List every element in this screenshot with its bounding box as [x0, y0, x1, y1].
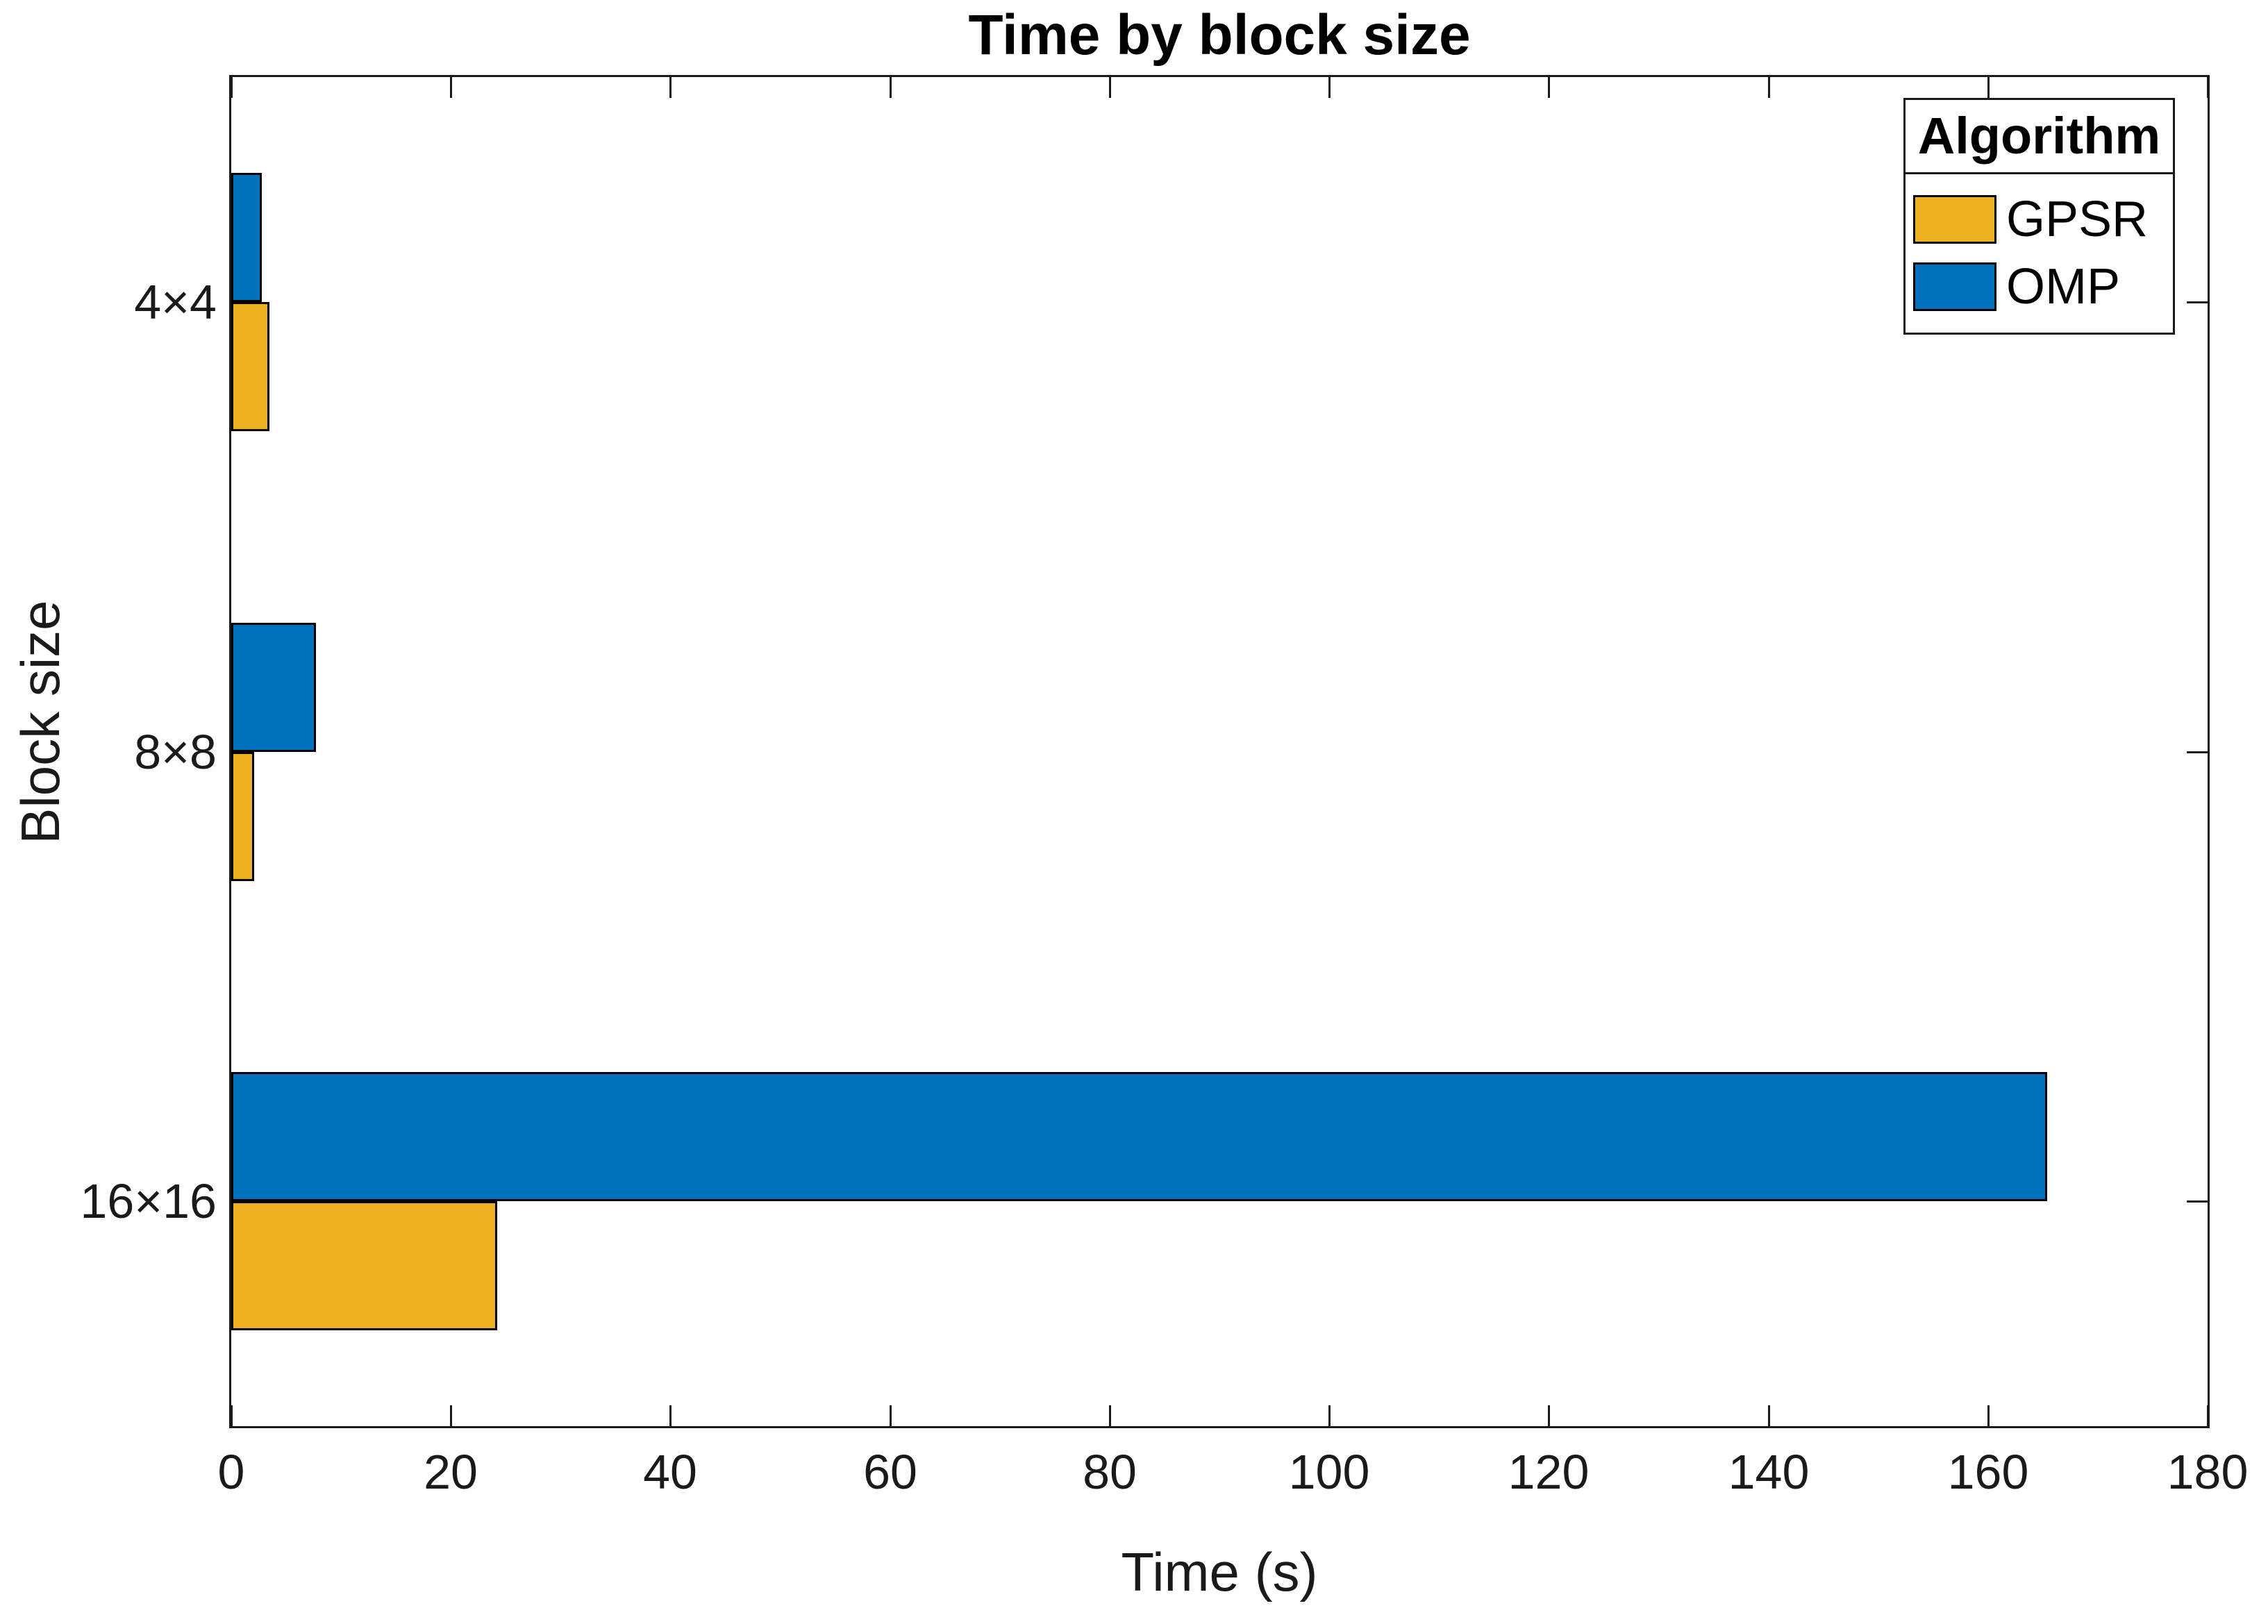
legend: Algorithm GPSR OMP: [1903, 98, 2175, 335]
legend-swatch-gpsr: [1913, 194, 1996, 244]
x-tick-top: [450, 77, 452, 98]
x-tick-bottom: [1109, 1405, 1111, 1426]
x-tick-top: [2207, 77, 2209, 98]
bar-gpsr-16x16: [231, 1201, 497, 1330]
x-tick-label: 0: [217, 1445, 245, 1499]
x-tick-bottom: [1768, 1405, 1770, 1426]
x-tick-label: 60: [863, 1445, 917, 1499]
legend-row-gpsr: GPSR: [1906, 185, 2173, 253]
y-tick-right: [2187, 1200, 2208, 1203]
x-tick-label: 100: [1288, 1445, 1370, 1499]
x-tick-label: 140: [1728, 1445, 1810, 1499]
bar-omp-8x8: [231, 623, 316, 752]
y-tick-label: 4×4: [134, 275, 217, 329]
plot-area: [229, 75, 2210, 1428]
x-tick-top: [1768, 77, 1770, 98]
legend-label-gpsr: GPSR: [2006, 191, 2149, 247]
y-tick-label: 16×16: [80, 1174, 217, 1228]
x-tick-label: 80: [1083, 1445, 1137, 1499]
legend-row-omp: OMP: [1906, 253, 2173, 320]
legend-label-omp: OMP: [2006, 258, 2121, 315]
x-tick-top: [669, 77, 672, 98]
x-tick-top: [231, 77, 233, 98]
chart-title: Time by block size: [968, 3, 1471, 67]
x-tick-top: [890, 77, 892, 98]
y-tick-right: [2187, 751, 2208, 753]
bar-gpsr-4x4: [231, 302, 269, 431]
x-tick-label: 40: [643, 1445, 697, 1499]
x-tick-bottom: [1328, 1405, 1331, 1426]
x-tick-top: [1328, 77, 1331, 98]
y-axis-label: Block size: [10, 600, 71, 844]
x-tick-bottom: [669, 1405, 672, 1426]
x-tick-top: [1548, 77, 1550, 98]
legend-swatch-omp: [1913, 262, 1996, 311]
x-tick-bottom: [450, 1405, 452, 1426]
x-tick-bottom: [231, 1405, 233, 1426]
x-tick-label: 20: [424, 1445, 478, 1499]
x-tick-label: 160: [1947, 1445, 2029, 1499]
x-tick-top: [1987, 77, 1990, 98]
x-tick-bottom: [1548, 1405, 1550, 1426]
x-tick-label: 180: [2167, 1445, 2249, 1499]
x-tick-bottom: [1987, 1405, 1990, 1426]
legend-title: Algorithm: [1906, 100, 2173, 174]
bar-omp-4x4: [231, 173, 262, 302]
y-tick-label: 8×8: [134, 725, 217, 779]
legend-rows: GPSR OMP: [1906, 174, 2173, 333]
y-tick-right: [2187, 301, 2208, 303]
bar-gpsr-8x8: [231, 752, 254, 881]
x-axis-label: Time (s): [1121, 1541, 1318, 1602]
x-tick-label: 120: [1508, 1445, 1590, 1499]
x-tick-bottom: [2207, 1405, 2209, 1426]
bar-omp-16x16: [231, 1072, 2047, 1201]
x-tick-bottom: [890, 1405, 892, 1426]
x-tick-top: [1109, 77, 1111, 98]
